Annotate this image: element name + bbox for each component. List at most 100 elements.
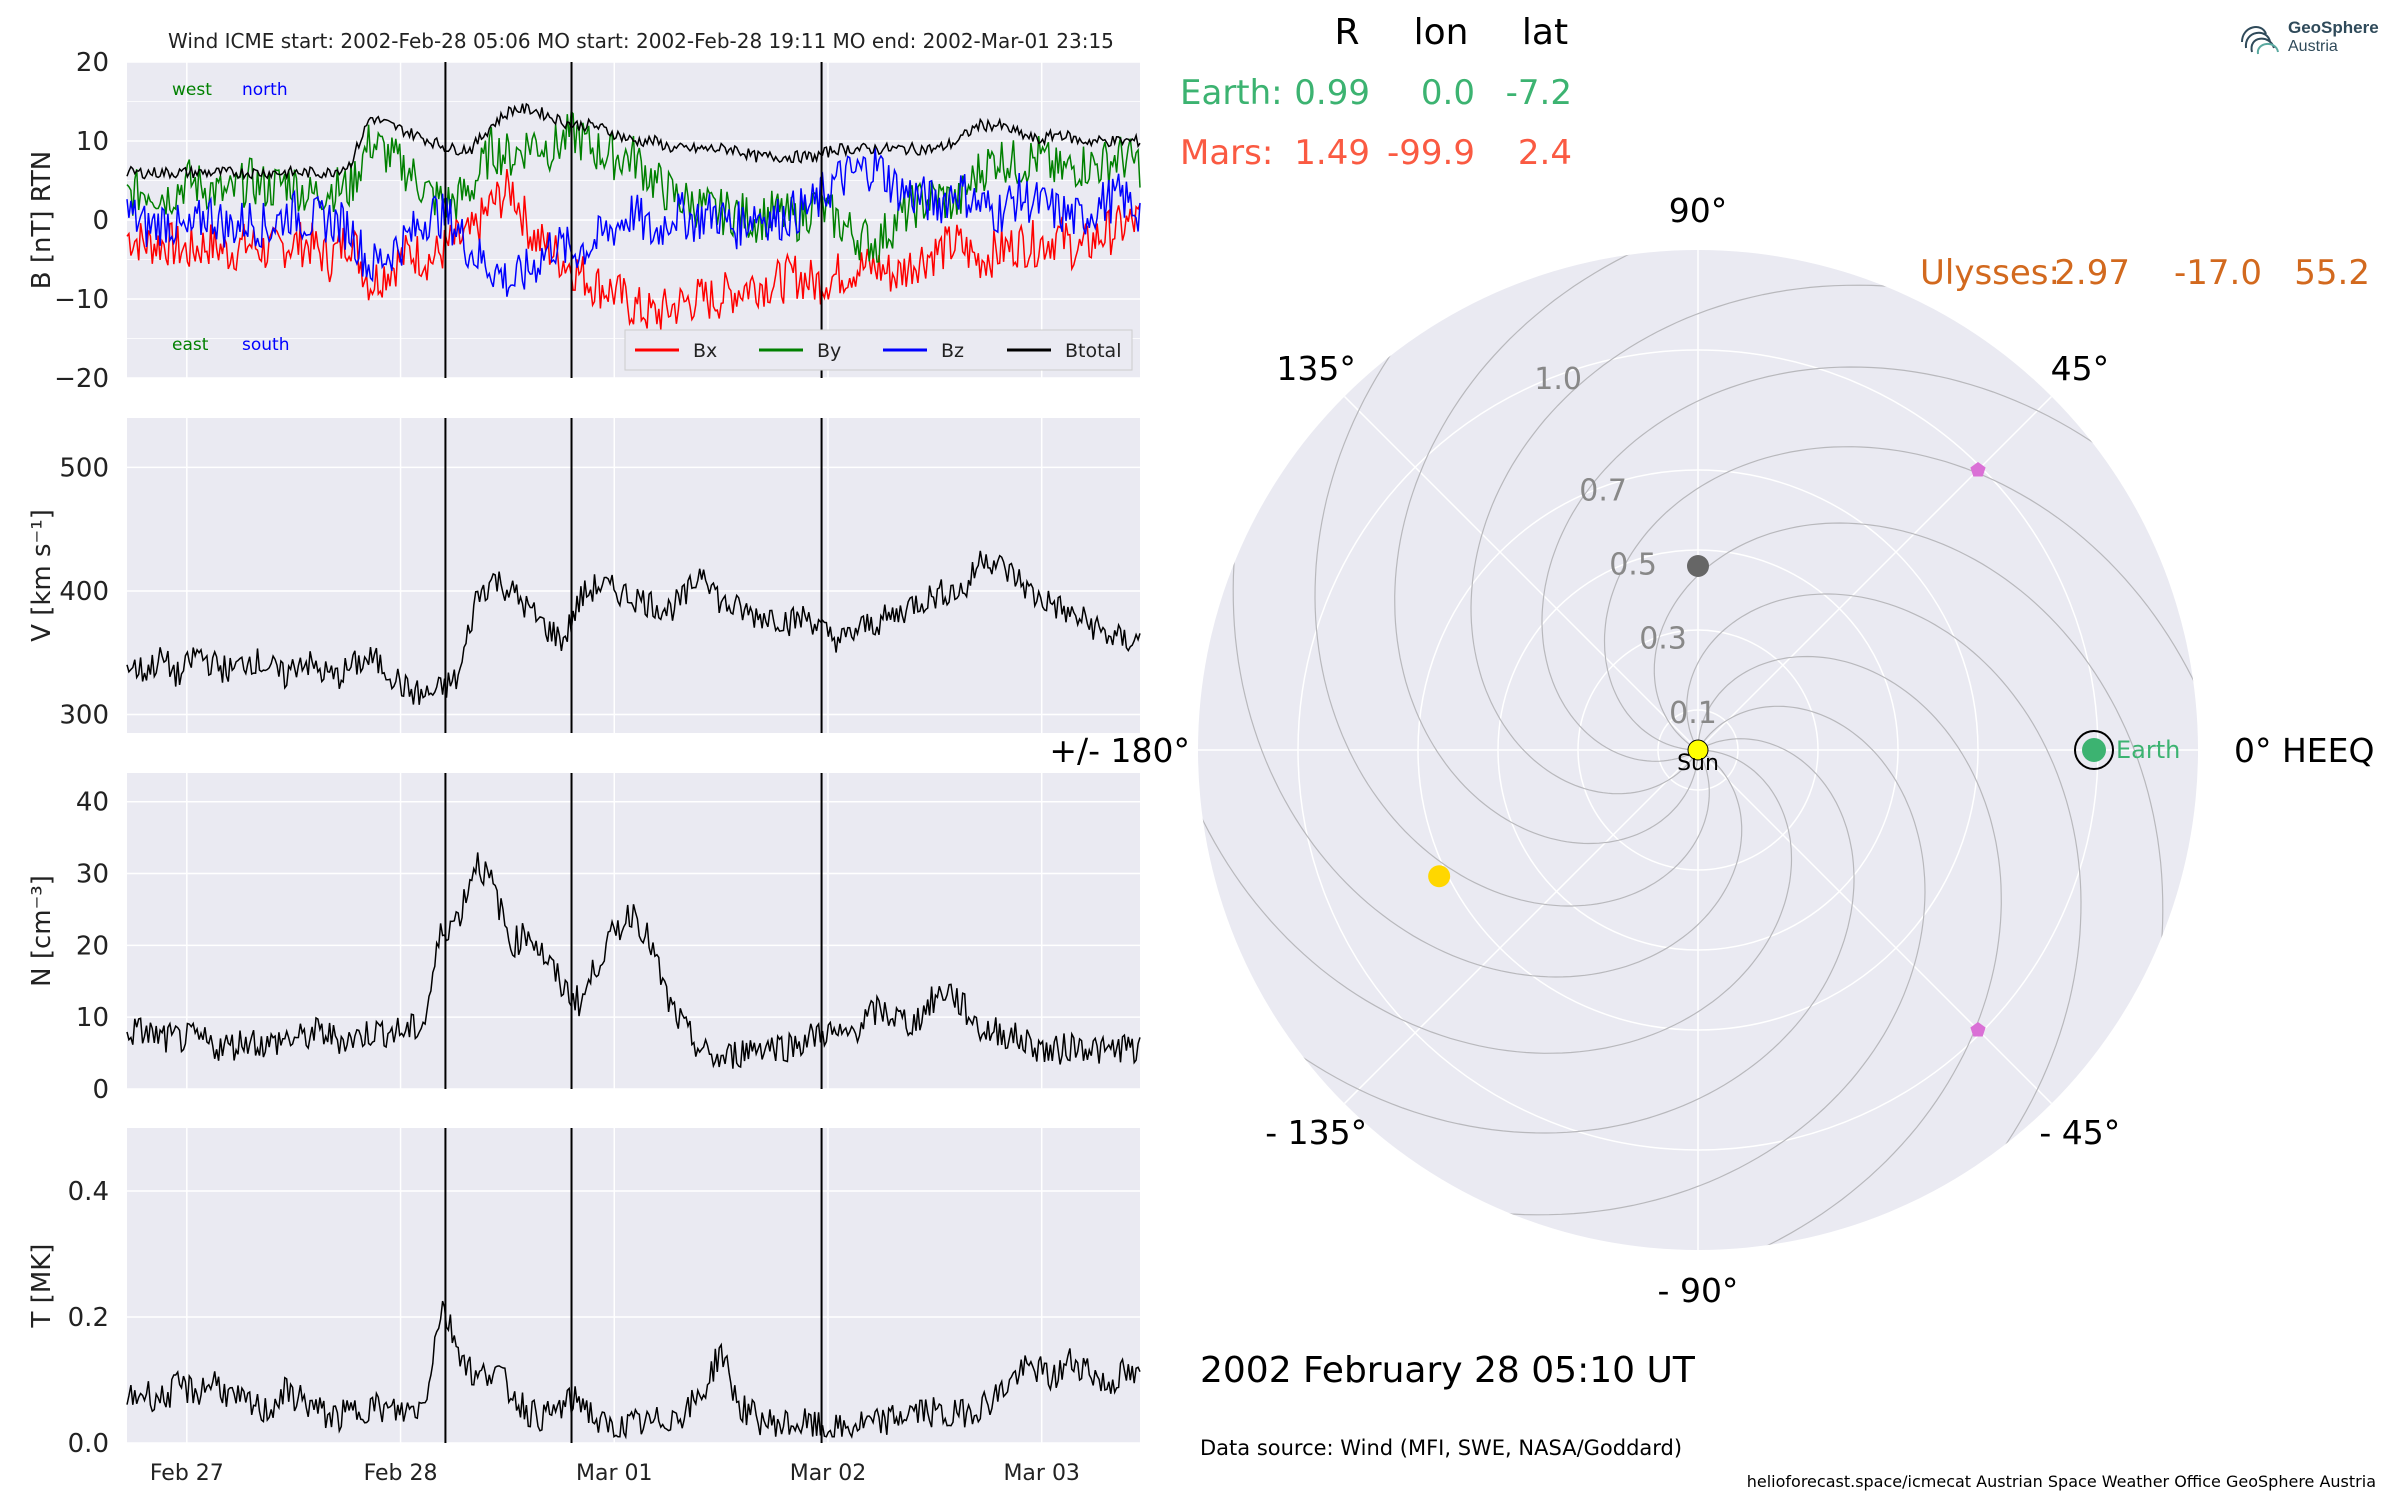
parker-spiral [1198, 749, 1793, 1054]
planet-marker [1687, 555, 1709, 577]
parker-spiral [1470, 284, 1936, 795]
table-row-lon: 0.0 [1421, 73, 1475, 113]
x-tick-label: Mar 03 [1003, 1461, 1080, 1486]
x-tick-label: Mar 01 [576, 1461, 653, 1486]
series-line [126, 109, 1141, 263]
logo-line1: GeoSphere [2288, 18, 2379, 37]
angle-label: 0° HEEQ [2234, 731, 2374, 770]
series-line [126, 550, 1141, 705]
angular-grid-line [1697, 395, 2053, 751]
legend-label: Btotal [1065, 340, 1121, 362]
parker-spiral [1394, 250, 1699, 845]
radial-tick-label: 0.7 [1579, 473, 1627, 508]
table-row-name: Mars: [1180, 133, 1273, 173]
planet-marker [1428, 865, 1451, 888]
parker-spiral [1541, 366, 2133, 762]
panel-background [127, 1128, 1140, 1443]
y-axis-label: V [km s⁻¹] [27, 509, 57, 642]
corner-label-north: north [242, 80, 288, 100]
parker-spiral [1460, 705, 1926, 1216]
parker-spiral [1653, 522, 2164, 988]
table-row-r: 1.49 [1294, 133, 1370, 173]
angle-label: +/- 180° [1049, 731, 1190, 770]
y-tick-label: 10 [76, 1003, 109, 1033]
ulysses-r: 2.97 [2054, 253, 2130, 293]
series-line [126, 1300, 1141, 1440]
y-tick-label: 20 [76, 48, 109, 78]
logo-swirl-icon [2241, 26, 2279, 55]
y-tick-label: 30 [76, 860, 109, 890]
footer-credits: helioforecast.space/icmecat Austrian Spa… [1747, 1472, 2376, 1491]
geosphere-logo: GeoSphere Austria [2236, 12, 2386, 62]
y-axis-label: T [MK] [27, 1244, 57, 1329]
table-row-name: Earth: [1180, 73, 1283, 113]
ulysses-name: Ulysses: [1920, 253, 2060, 293]
y-tick-label: 10 [76, 127, 109, 157]
table-row-r: 0.99 [1294, 73, 1370, 113]
parker-spiral [1314, 315, 1710, 907]
radial-tick-label: 0.5 [1609, 548, 1657, 583]
sun-marker [1687, 739, 1709, 761]
legend-label: Bz [941, 340, 964, 362]
parker-spiral [1697, 655, 2002, 1250]
legend-label: Bx [693, 340, 717, 362]
sun-label: Sun [1677, 751, 1719, 776]
ulysses-lat: 55.2 [2294, 253, 2370, 293]
angular-grid-line [1697, 749, 2053, 1105]
series-line [126, 102, 1141, 181]
corner-label-south: south [242, 335, 289, 355]
y-tick-label: 500 [59, 453, 109, 483]
angle-label: - 135° [1265, 1113, 1367, 1152]
polar-grid-group [1198, 250, 2198, 1250]
panel-background [127, 418, 1140, 733]
x-tick-label: Feb 27 [150, 1461, 224, 1486]
table-row-lat: -7.2 [1506, 73, 1572, 113]
y-tick-label: 0 [92, 206, 109, 236]
y-axis-label: N [cm⁻³] [27, 875, 57, 987]
data-source: Data source: Wind (MFI, SWE, NASA/Goddar… [1200, 1436, 1682, 1460]
angle-label: 45° [2051, 349, 2110, 388]
spacecraft-marker [1970, 1022, 1986, 1037]
parker-spiral [1232, 512, 1743, 978]
corner-label-west: west [172, 80, 212, 100]
y-tick-label: −20 [54, 364, 109, 394]
angular-grid-line [1343, 749, 1699, 1105]
radial-tick-label: 0.3 [1639, 622, 1687, 657]
date-text: 2002 February 28 05:10 UT [1200, 1350, 1696, 1391]
panel-background [127, 773, 1140, 1089]
radial-tick-label: 0.1 [1669, 696, 1717, 731]
parker-spiral [1263, 738, 1855, 1134]
y-tick-label: 400 [59, 577, 109, 607]
y-tick-label: 0 [92, 1075, 109, 1105]
parker-spiral [1603, 446, 2198, 751]
series-line [126, 852, 1141, 1069]
radial-tick-label: 1.0 [1534, 362, 1582, 397]
table-row-lon: -99.9 [1387, 133, 1475, 173]
y-axis-label: B [nT] RTN [27, 151, 57, 290]
table-header: lon [1414, 12, 1469, 53]
table-header: lat [1522, 12, 1568, 53]
y-tick-label: 0.0 [68, 1429, 109, 1459]
table-header: R [1334, 12, 1359, 53]
angle-label: 90° [1669, 191, 1728, 230]
x-tick-label: Feb 28 [364, 1461, 438, 1486]
angle-label: 135° [1276, 349, 1356, 388]
panel-title: Wind ICME start: 2002-Feb-28 05:06 MO st… [168, 29, 1114, 53]
parker-spiral [1686, 593, 2082, 1185]
x-tick-label: Mar 02 [790, 1461, 867, 1486]
ulysses-lon: -17.0 [2174, 253, 2262, 293]
legend-label: By [817, 340, 841, 362]
logo-line2: Austria [2288, 38, 2338, 55]
y-tick-label: 300 [59, 700, 109, 730]
earth-label: Earth [2116, 736, 2180, 764]
earth-marker [2082, 738, 2106, 762]
spacecraft-marker [1970, 462, 1986, 477]
earth-ring [2074, 730, 2114, 770]
y-tick-label: 40 [76, 788, 109, 818]
y-tick-label: 0.4 [68, 1177, 109, 1207]
y-tick-label: 0.2 [68, 1303, 109, 1333]
angle-label: - 90° [1658, 1271, 1739, 1310]
angular-grid-line [1343, 395, 1699, 751]
